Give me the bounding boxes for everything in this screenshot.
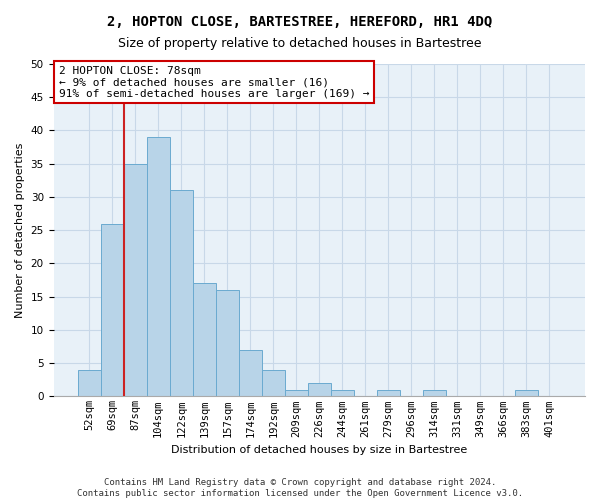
X-axis label: Distribution of detached houses by size in Bartestree: Distribution of detached houses by size … bbox=[171, 445, 467, 455]
Bar bbox=[77, 370, 101, 396]
Bar bbox=[377, 390, 400, 396]
Bar bbox=[285, 390, 308, 396]
Bar bbox=[124, 164, 147, 396]
Bar bbox=[193, 284, 216, 397]
Bar bbox=[239, 350, 262, 397]
Bar bbox=[170, 190, 193, 396]
Text: Size of property relative to detached houses in Bartestree: Size of property relative to detached ho… bbox=[118, 38, 482, 51]
Bar bbox=[515, 390, 538, 396]
Bar bbox=[331, 390, 354, 396]
Text: 2 HOPTON CLOSE: 78sqm
← 9% of detached houses are smaller (16)
91% of semi-detac: 2 HOPTON CLOSE: 78sqm ← 9% of detached h… bbox=[59, 66, 370, 99]
Bar bbox=[147, 137, 170, 396]
Bar bbox=[308, 383, 331, 396]
Y-axis label: Number of detached properties: Number of detached properties bbox=[15, 142, 25, 318]
Bar bbox=[262, 370, 285, 396]
Text: 2, HOPTON CLOSE, BARTESTREE, HEREFORD, HR1 4DQ: 2, HOPTON CLOSE, BARTESTREE, HEREFORD, H… bbox=[107, 15, 493, 29]
Text: Contains HM Land Registry data © Crown copyright and database right 2024.
Contai: Contains HM Land Registry data © Crown c… bbox=[77, 478, 523, 498]
Bar bbox=[423, 390, 446, 396]
Bar bbox=[101, 224, 124, 396]
Bar bbox=[216, 290, 239, 397]
